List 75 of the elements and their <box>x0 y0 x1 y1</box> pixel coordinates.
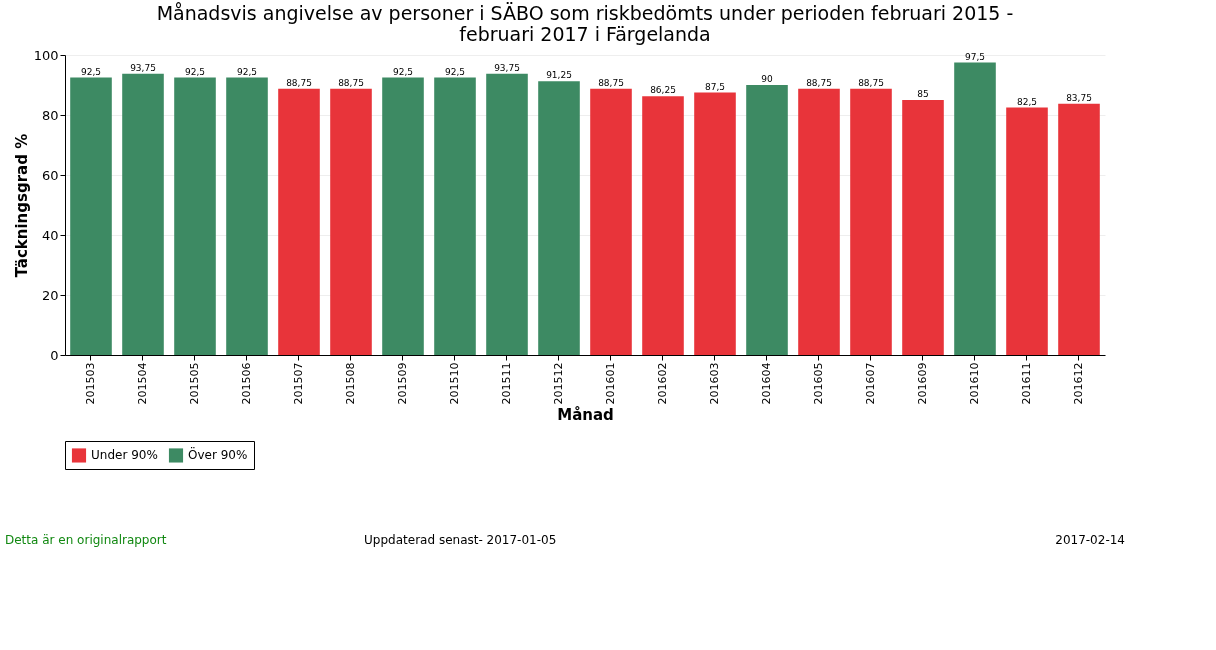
data-label: 88,75 <box>806 77 832 88</box>
bar <box>122 73 164 355</box>
data-label: 92,5 <box>392 66 414 77</box>
bar <box>954 62 996 355</box>
bar <box>590 88 632 355</box>
x-tick-label: 201605 <box>812 362 825 405</box>
x-tick-label: 201505 <box>188 362 201 405</box>
legend-label: Under 90% <box>91 448 158 463</box>
data-label: 92,5 <box>184 66 206 77</box>
text: februari 2017 i Färgelanda <box>459 23 711 45</box>
data-label: 88,75 <box>858 77 884 88</box>
bar <box>642 96 684 355</box>
text: Månadsvis angivelse av personer i SÄBO som riskbedömts under perioden februari 2015 - <box>156 2 1014 24</box>
x-tick-label: 201511 <box>500 362 513 405</box>
bar <box>902 100 944 355</box>
x-tick-label: 201611 <box>1020 362 1033 405</box>
data-label: 86,25 <box>650 85 676 96</box>
x-tick-label: 201509 <box>396 362 409 405</box>
data-label: 97,5 <box>964 51 986 62</box>
data-label: 85 <box>917 89 929 99</box>
y-tick-label: 20 <box>41 287 59 303</box>
x-tick-label: 201512 <box>552 362 565 405</box>
bar <box>1058 103 1100 355</box>
bar <box>382 77 424 355</box>
text: Uppdaterad senast- 2017-01-05 <box>364 533 557 547</box>
bar <box>1006 107 1048 355</box>
data-label: 82,5 <box>1016 96 1038 107</box>
x-tick-label: 201507 <box>292 362 305 405</box>
data-label: 88,75 <box>286 77 312 88</box>
text: Detta är en originalrapport <box>5 533 167 547</box>
legend-label: Över 90% <box>188 446 248 463</box>
y-tick-label: 0 <box>50 347 59 363</box>
x-tick-label: 201607 <box>864 362 877 405</box>
bar <box>174 77 216 355</box>
data-label: 90 <box>761 74 773 84</box>
data-label: 93,75 <box>130 62 156 73</box>
bar <box>226 77 268 355</box>
x-tick-label: 201603 <box>708 362 721 405</box>
data-label: 92,5 <box>80 66 102 77</box>
x-tick-label: 201508 <box>344 362 357 405</box>
x-tick-label: 201602 <box>656 362 669 405</box>
y-tick-label: 100 <box>33 47 59 63</box>
x-tick-label: 201609 <box>916 362 929 405</box>
data-label: 93,75 <box>494 62 520 73</box>
bar <box>434 77 476 355</box>
x-tick-label: 201504 <box>136 362 149 405</box>
x-tick-label: 201506 <box>240 362 253 405</box>
bar <box>850 88 892 355</box>
data-label: 92,5 <box>236 66 258 77</box>
y-tick-label: 60 <box>41 167 59 183</box>
bar <box>538 81 580 355</box>
x-tick-label: 201510 <box>448 362 461 405</box>
bar <box>746 85 788 355</box>
bar <box>486 73 528 355</box>
bar <box>694 92 736 355</box>
text: 2017-02-14 <box>1055 533 1125 547</box>
data-label: 92,5 <box>444 66 466 77</box>
data-label: 88,75 <box>598 77 624 88</box>
bar <box>70 77 112 355</box>
y-axis-title: Täckningsgrad % <box>12 133 31 278</box>
bar <box>798 88 840 355</box>
data-label: 83,75 <box>1066 92 1092 103</box>
x-tick-label: 201503 <box>84 362 97 405</box>
y-tick-label: 40 <box>41 227 59 243</box>
bar <box>278 88 320 355</box>
data-label: 91,25 <box>546 70 572 81</box>
x-axis-title: Månad <box>557 406 614 425</box>
data-label: 87,5 <box>704 81 726 92</box>
y-tick-label: 80 <box>41 107 59 123</box>
x-tick-label: 201610 <box>968 362 981 405</box>
x-tick-label: 201604 <box>760 362 773 405</box>
data-label: 88,75 <box>338 77 364 88</box>
bar <box>330 88 372 355</box>
x-tick-label: 201612 <box>1072 362 1085 405</box>
x-tick-label: 201601 <box>604 362 617 405</box>
